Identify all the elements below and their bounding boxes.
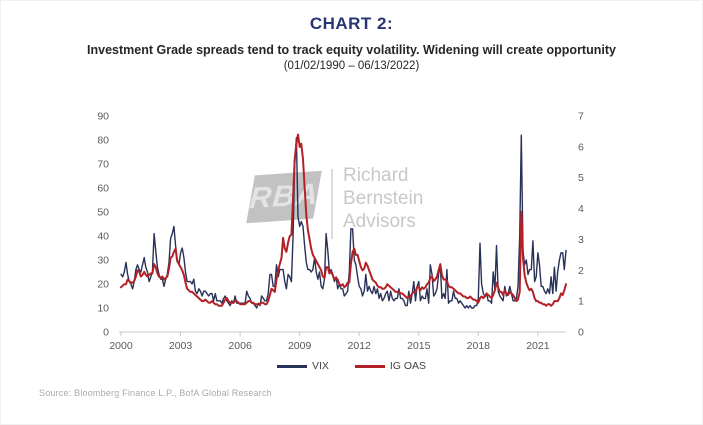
watermark-company-name: Richard Bernstein Advisors [343, 164, 423, 233]
chart-subtitle: Investment Grade spreads tend to track e… [87, 43, 616, 57]
x-tick-label: 2012 [348, 340, 372, 352]
x-tick-label: 2018 [467, 340, 491, 352]
left-axis-tick-label: 90 [97, 111, 109, 123]
right-axis-tick-label: 6 [578, 141, 584, 153]
legend-item-ig-oas: IG OAS [354, 360, 427, 372]
chart-header: CHART 2: Investment Grade spreads tend t… [1, 1, 702, 72]
chart-date-range: (01/02/1990 – 06/13/2022) [283, 60, 420, 72]
left-axis-tick-label: 70 [97, 159, 109, 171]
x-tick-label: 2000 [109, 340, 133, 352]
chart-title: CHART 2: [309, 14, 394, 33]
source-note: Source: Bloomberg Finance L.P., BofA Glo… [39, 388, 272, 398]
series-line-ig-oas [120, 133, 567, 307]
legend-swatch [354, 364, 385, 368]
x-tick-label: 2021 [526, 340, 550, 352]
right-axis-tick-label: 0 [578, 327, 584, 339]
chart-legend: VIX IG OAS [1, 360, 702, 372]
x-tick-label: 2015 [407, 340, 431, 352]
left-axis-tick-label: 0 [103, 327, 109, 339]
watermark-line-3: Advisors [343, 211, 416, 232]
right-axis-tick-label: 4 [578, 203, 584, 215]
series-line-vix [120, 134, 567, 309]
watermark-line-1: Richard [343, 165, 409, 186]
legend-swatch [276, 364, 307, 368]
legend-label: VIX [311, 360, 329, 372]
x-tick-label: 2006 [228, 340, 252, 352]
right-axis-tick-label: 1 [578, 296, 584, 308]
left-axis-tick-label: 50 [97, 207, 109, 219]
watermark-divider [331, 169, 333, 239]
right-axis-tick-label: 5 [578, 172, 584, 184]
legend-item-vix: VIX [276, 360, 329, 372]
x-tick-label: 2009 [288, 340, 312, 352]
left-axis-tick-label: 20 [97, 279, 109, 291]
left-axis-tick-label: 10 [97, 303, 109, 315]
watermark-line-2: Bernstein [343, 188, 424, 209]
left-axis-tick-label: 30 [97, 255, 109, 267]
right-axis-tick-label: 2 [578, 265, 584, 277]
left-axis-tick-label: 80 [97, 135, 109, 147]
left-axis-tick-label: 40 [97, 231, 109, 243]
rba-watermark: RBA Richard Bernstein Advisors [246, 164, 423, 239]
legend-label: IG OAS [389, 360, 427, 372]
right-axis-tick-label: 3 [578, 234, 584, 246]
left-axis-tick-label: 60 [97, 183, 109, 195]
right-axis-tick-label: 7 [578, 111, 584, 123]
x-tick-label: 2003 [169, 340, 193, 352]
